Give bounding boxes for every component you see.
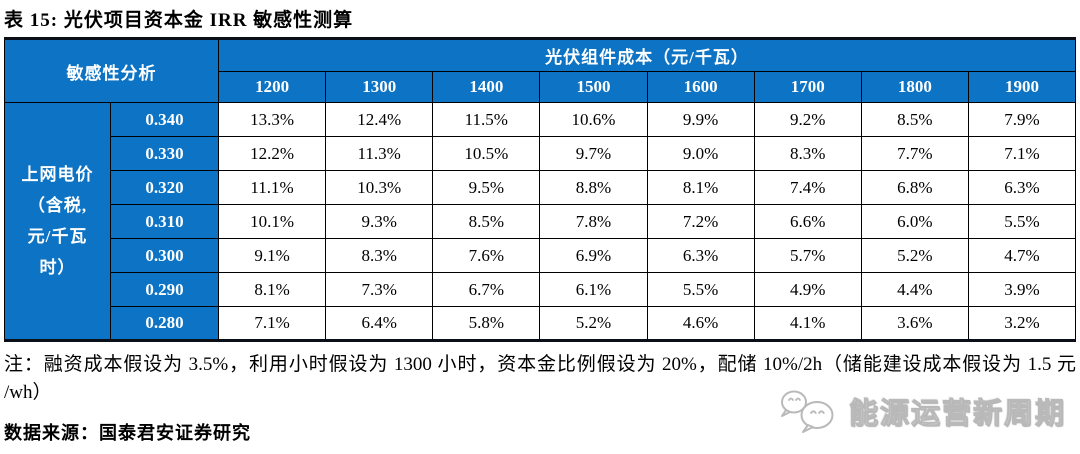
note-line-1: 注：融资成本假设为 3.5%，利用小时假设为 1300 小时，资本金比例假设为 … — [4, 354, 1076, 375]
table-title: 表 15: 光伏项目资本金 IRR 敏感性测算 — [4, 10, 354, 31]
irr-value-cell: 8.1% — [217, 272, 327, 307]
grid-price-side-label: 上网电价 （含税, 元/千瓦时） — [4, 102, 111, 341]
irr-value-cell: 12.4% — [325, 102, 434, 137]
cost-column-header: 1200 — [217, 71, 327, 103]
cost-column-header: 1900 — [967, 71, 1077, 103]
irr-value-cell: 6.9% — [539, 238, 648, 273]
irr-value-cell: 9.1% — [217, 238, 327, 273]
cost-column-header: 1800 — [860, 71, 969, 103]
irr-value-cell: 6.3% — [967, 170, 1077, 205]
irr-value-cell: 9.0% — [646, 136, 755, 171]
watermark: 能源运营新周期 — [777, 387, 1066, 435]
irr-value-cell: 4.1% — [753, 306, 862, 341]
irr-value-cell: 4.6% — [646, 306, 755, 341]
irr-value-cell: 6.4% — [325, 306, 434, 341]
side-label-line: （含税, — [27, 196, 88, 215]
irr-value-cell: 8.1% — [646, 170, 755, 205]
cost-column-header: 1500 — [539, 71, 648, 103]
irr-value-cell: 7.4% — [753, 170, 862, 205]
cost-column-header: 1700 — [753, 71, 862, 103]
irr-value-cell: 6.1% — [539, 272, 648, 307]
header-row-top: 敏感性分析 光伏组件成本（元/千瓦） — [4, 38, 1076, 103]
irr-value-cell: 3.6% — [860, 306, 969, 341]
irr-value-cell: 7.2% — [646, 204, 755, 239]
table-row: 0.290 8.1% 7.3% 6.7% 6.1% 5.5% 4.9% 4.4% 3.9% — [5, 272, 1077, 307]
irr-value-cell: 6.0% — [860, 204, 969, 239]
irr-value-cell: 9.7% — [539, 136, 648, 171]
module-cost-header: 光伏组件成本（元/千瓦） — [218, 38, 1076, 72]
irr-value-cell: 5.2% — [860, 238, 969, 273]
irr-value-cell: 8.3% — [325, 238, 434, 273]
irr-value-cell: 5.5% — [646, 272, 755, 307]
wechat-bubbles-icon — [780, 390, 834, 433]
side-label-line: 元/千瓦 — [27, 227, 88, 246]
irr-value-cell: 8.5% — [432, 204, 541, 239]
cost-column-header: 1600 — [646, 71, 755, 103]
irr-value-cell: 9.5% — [432, 170, 541, 205]
irr-value-cell: 6.6% — [753, 204, 862, 239]
report-page: 表 15: 光伏项目资本金 IRR 敏感性测算 敏感性分析 光伏组件成本（元/千… — [0, 5, 1080, 454]
table-row: 0.320 11.1% 10.3% 9.5% 8.8% 8.1% 7.4% 6.8% 6.3% — [5, 170, 1077, 205]
irr-value-cell: 13.3% — [217, 102, 327, 137]
header-row-costs: 1200 1300 1400 1500 1600 1700 1800 1900 — [5, 71, 1077, 103]
corner-label-sensitivity-analysis: 敏感性分析 — [4, 38, 219, 103]
table-row: 0.280 7.1% 6.4% 5.8% 5.2% 4.6% 4.1% 3.6% 3.2% — [5, 306, 1077, 341]
irr-value-cell: 9.3% — [325, 204, 434, 239]
irr-value-cell: 9.2% — [753, 102, 862, 137]
irr-value-cell: 10.1% — [217, 204, 327, 239]
cost-column-header: 1400 — [432, 71, 541, 103]
irr-value-cell: 5.7% — [753, 238, 862, 273]
irr-value-cell: 4.7% — [967, 238, 1077, 273]
irr-value-cell: 10.6% — [539, 102, 648, 137]
table-row: 0.300 9.1% 8.3% 7.6% 6.9% 6.3% 5.7% 5.2% 4.7% — [5, 238, 1077, 273]
table-row: 0.310 10.1% 9.3% 8.5% 7.8% 7.2% 6.6% 6.0% 5.5% — [5, 204, 1077, 239]
irr-value-cell: 7.7% — [860, 136, 969, 171]
irr-value-cell: 11.3% — [325, 136, 434, 171]
irr-value-cell: 12.2% — [217, 136, 327, 171]
irr-value-cell: 6.8% — [860, 170, 969, 205]
irr-value-cell: 4.9% — [753, 272, 862, 307]
irr-value-cell: 3.9% — [967, 272, 1077, 307]
irr-value-cell: 8.8% — [539, 170, 648, 205]
irr-value-cell: 11.1% — [217, 170, 327, 205]
price-row-header: 0.330 — [110, 136, 219, 171]
price-row-header: 0.280 — [110, 306, 219, 341]
price-row-header: 0.310 — [110, 204, 219, 239]
table-row: 0.330 12.2% 11.3% 10.5% 9.7% 9.0% 8.3% 7.7% 7.1% — [5, 136, 1077, 171]
irr-value-cell: 6.3% — [646, 238, 755, 273]
irr-value-cell: 7.1% — [967, 136, 1077, 171]
irr-value-cell: 6.7% — [432, 272, 541, 307]
cost-column-header: 1300 — [325, 71, 434, 103]
price-row-header: 0.290 — [110, 272, 219, 307]
irr-value-cell: 5.8% — [432, 306, 541, 341]
irr-value-cell: 4.4% — [860, 272, 969, 307]
irr-sensitivity-table: 敏感性分析 光伏组件成本（元/千瓦） 1200 1300 1400 1500 1600 1… — [4, 37, 1077, 342]
data-source-line: 数据来源：国泰君安证券研究 — [4, 423, 251, 443]
irr-value-cell: 7.1% — [217, 306, 327, 341]
note-line-2: /wh） — [4, 382, 52, 403]
irr-value-cell: 7.6% — [432, 238, 541, 273]
irr-value-cell: 3.2% — [967, 306, 1077, 341]
irr-value-cell: 10.5% — [432, 136, 541, 171]
irr-value-cell: 7.9% — [967, 102, 1077, 137]
irr-value-cell: 9.9% — [646, 102, 755, 137]
table-row: 上网电价 （含税, 元/千瓦 时） 0.340 13.3% 12.4% 11.5% 10.6% 9… — [4, 102, 1077, 341]
irr-value-cell: 10.3% — [325, 170, 434, 205]
irr-value-cell: 8.5% — [860, 102, 969, 137]
irr-value-cell: 8.3% — [753, 136, 862, 171]
irr-value-cell: 7.8% — [539, 204, 648, 239]
irr-value-cell: 11.5% — [432, 102, 541, 137]
price-row-header: 0.320 — [110, 170, 219, 205]
irr-value-cell: 7.3% — [325, 272, 434, 307]
irr-value-cell: 5.5% — [967, 204, 1077, 239]
watermark-text: 能源运营新周期 — [848, 398, 1066, 431]
price-row-header: 0.340 — [110, 102, 219, 137]
irr-value-cell: 5.2% — [539, 306, 648, 341]
side-label-line: 上网电价 — [21, 165, 94, 184]
price-row-header: 0.300 — [110, 238, 219, 273]
side-label-line: 时） — [39, 258, 76, 277]
